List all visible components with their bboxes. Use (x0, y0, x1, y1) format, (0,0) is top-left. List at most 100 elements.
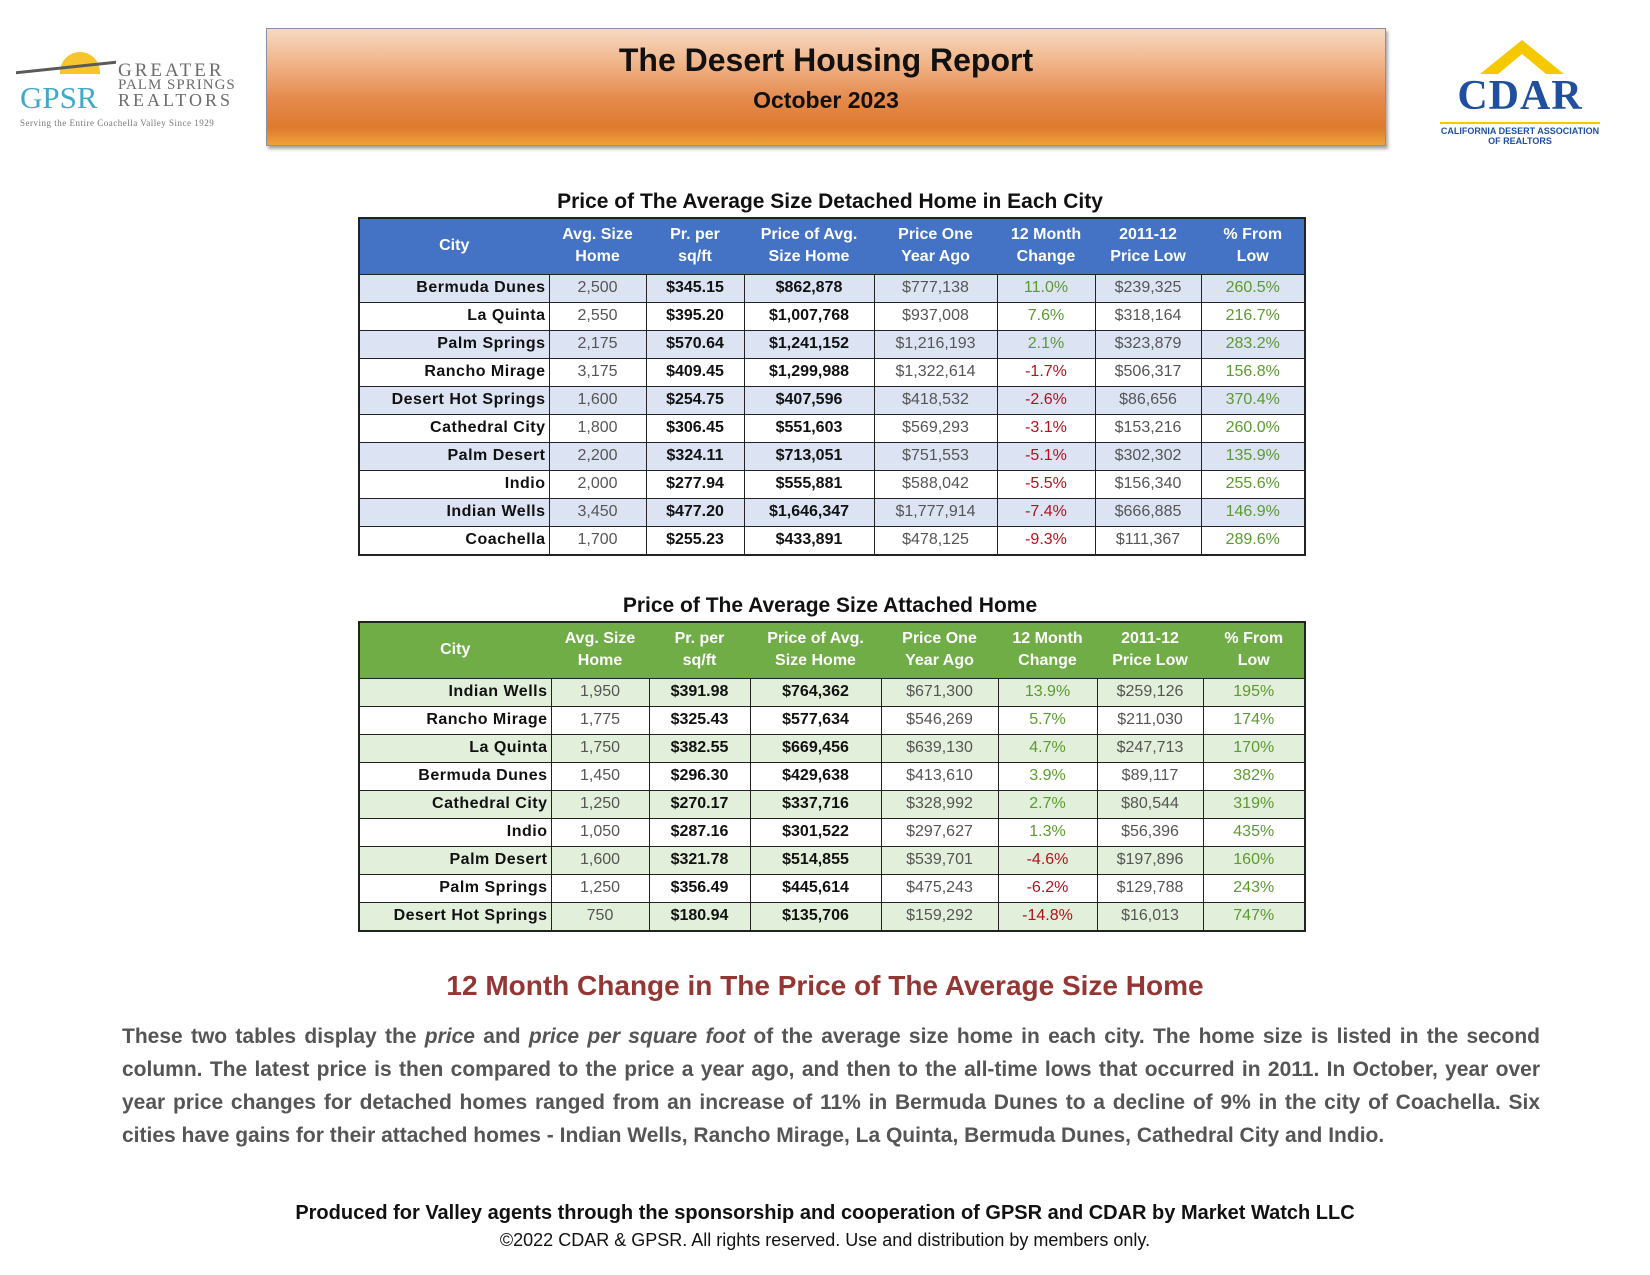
table-row: Cathedral City 1,800 $306.45 $551,603 $569,2… (358, 413, 1306, 443)
table-row: La Quinta 2,550 $395.20 $1,007,768 $937,008 7… (358, 301, 1306, 331)
table-cell: $1,322,614 (873, 357, 998, 387)
table-cell: $302,302 (1094, 441, 1202, 471)
column-header-line: 12 Month (1010, 226, 1082, 244)
table-cell: $666,885 (1094, 497, 1202, 527)
gpsr-logo: GPSR GREATER PALM SPRINGS REALTORS Servi… (14, 50, 244, 130)
table-cell: $1,216,193 (873, 329, 998, 359)
table-cell: $356.49 (648, 873, 751, 903)
table-cell: $287.16 (648, 817, 751, 847)
column-header-line: Pr. per (670, 226, 720, 244)
column-header: Pr. per sq/ft (649, 622, 750, 679)
column-header: 12 Month Change (998, 622, 1097, 679)
footer-credit: Produced for Valley agents through the s… (295, 1202, 1355, 1224)
cdar-logo-line1: CALIFORNIA DESERT ASSOCIATION (1440, 126, 1600, 136)
table-cell: $445,614 (749, 873, 882, 903)
column-header: City (359, 218, 549, 275)
table-cell: 2,550 (548, 301, 647, 331)
column-header: Price of Avg. Size Home (744, 218, 874, 275)
report-subtitle: October 2023 (753, 87, 899, 113)
column-header-line: Low (1237, 652, 1270, 670)
column-header-line: Size Home (775, 652, 856, 670)
table-cell: $180.94 (648, 901, 751, 931)
city-cell: Coachella (358, 525, 550, 555)
table-cell: $56,396 (1096, 817, 1204, 847)
table-cell: 156.8% (1200, 357, 1306, 387)
gpsr-logo-line1: GREATER (118, 60, 225, 81)
table-cell: $129,788 (1096, 873, 1204, 903)
table-cell: $1,007,768 (743, 301, 875, 331)
gpsr-logo-tagline: Serving the Entire Coachella Valley Sinc… (20, 118, 215, 128)
table-cell: $551,603 (743, 413, 875, 443)
table-cell: 1,050 (550, 817, 650, 847)
table-cell: $577,634 (749, 705, 882, 735)
column-header: City (359, 622, 551, 679)
column-header-line: Price of Avg. (767, 630, 864, 648)
table-cell: -5.5% (996, 469, 1096, 499)
para-text-3: of the average size home in each city. T… (122, 1025, 1540, 1147)
table-row: Cathedral City 1,250 $270.17 $337,716 $328,9… (358, 789, 1306, 819)
table-cell: $297,627 (880, 817, 999, 847)
column-header-line: Price One (898, 226, 973, 244)
column-header: 2011-12 Price Low (1095, 218, 1201, 275)
column-header-line: Size Home (768, 248, 850, 266)
column-header-line: sq/ft (678, 248, 712, 266)
table-header-row: City Avg. Size Home Pr. per sq/ft Price of Av… (359, 218, 1305, 275)
table-cell: $671,300 (880, 677, 999, 707)
column-header-line: Low (1236, 248, 1269, 266)
table-cell: -3.1% (996, 413, 1096, 443)
city-cell: Cathedral City (358, 789, 552, 819)
table-cell: $569,293 (873, 413, 998, 443)
column-header-line: Year Ago (905, 652, 974, 670)
table-cell: $337,716 (749, 789, 882, 819)
table-cell: 160% (1202, 845, 1306, 875)
table-cell: -7.4% (996, 497, 1096, 527)
city-cell: Palm Springs (358, 873, 552, 903)
table-row: Indio 1,050 $287.16 $301,522 $297,627 1.3% $56… (358, 817, 1306, 847)
table-cell: -5.1% (996, 441, 1096, 471)
table-cell: $80,544 (1096, 789, 1204, 819)
table-cell: $239,325 (1094, 273, 1202, 303)
city-cell: Indio (358, 817, 552, 847)
column-header-line: Home (577, 652, 623, 670)
table-cell: 1,450 (550, 761, 650, 791)
table-cell: 2,000 (548, 469, 647, 499)
column-header: % From Low (1201, 218, 1305, 275)
table-cell: 435% (1202, 817, 1306, 847)
column-header-line: Price Low (1110, 248, 1186, 266)
column-header-line: 2011-12 (1119, 226, 1177, 244)
table-cell: $429,638 (749, 761, 882, 791)
footer-copyright: ©2022 CDAR & GPSR. All rights reserved. … (499, 1230, 1151, 1250)
table-cell: $937,008 (873, 301, 998, 331)
table-row: Rancho Mirage 1,775 $325.43 $577,634 $546,26… (358, 705, 1306, 735)
table-cell: 1,250 (550, 873, 650, 903)
table-cell: 3.9% (997, 761, 1098, 791)
table-row: Palm Springs 1,250 $356.49 $445,614 $475,243… (358, 873, 1306, 903)
table-cell: $475,243 (880, 873, 999, 903)
column-header-line: Change (1016, 248, 1076, 266)
table-row: Desert Hot Springs 1,600 $254.75 $407,596 $4… (358, 385, 1306, 415)
column-header-line: Avg. Size (564, 630, 636, 648)
cdar-logo-subtitle: CALIFORNIA DESERT ASSOCIATION OF REALTOR… (1420, 126, 1620, 146)
table-cell: 135.9% (1200, 441, 1306, 471)
para-emphasis-price-per-sqft: price per square foot (528, 1025, 746, 1048)
table-cell: 7.6% (996, 301, 1096, 331)
table-cell: $324.11 (645, 441, 745, 471)
table-cell: 2.7% (997, 789, 1098, 819)
table-cell: $325.43 (648, 705, 751, 735)
table-cell: $546,269 (880, 705, 999, 735)
table-cell: $86,656 (1094, 385, 1202, 415)
table-cell: $669,456 (749, 733, 882, 763)
table-cell: 1,950 (550, 677, 650, 707)
table-cell: $135,706 (749, 901, 882, 931)
table-cell: 1,600 (548, 385, 647, 415)
table-cell: -6.2% (997, 873, 1098, 903)
city-cell: Palm Desert (358, 441, 550, 471)
column-header-line: % From (1224, 630, 1284, 648)
table-cell: $506,317 (1094, 357, 1202, 387)
table-cell: -9.3% (996, 525, 1096, 555)
column-header: 12 Month Change (997, 218, 1095, 275)
gpsr-logo-line2: PALM SPRINGS (118, 77, 236, 93)
table-cell: -1.7% (996, 357, 1096, 387)
city-cell: Bermuda Dunes (358, 273, 550, 303)
table-cell: $296.30 (648, 761, 751, 791)
